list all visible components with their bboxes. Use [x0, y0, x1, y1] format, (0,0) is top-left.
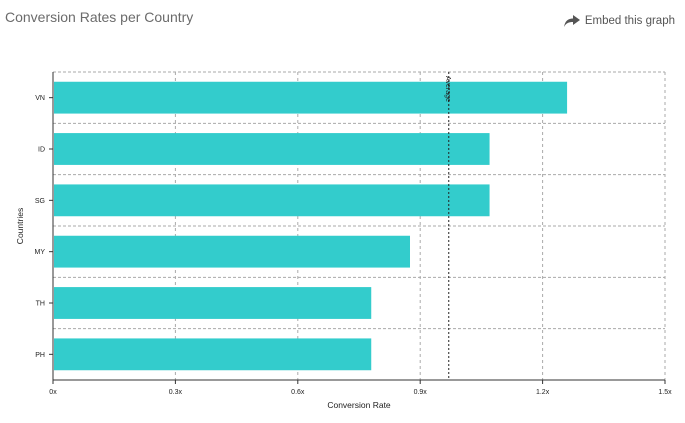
y-tick-label: TH — [36, 301, 45, 308]
bar-ph — [54, 338, 372, 371]
bar-my — [54, 235, 410, 268]
embed-graph-button[interactable]: Embed this graph — [563, 15, 675, 27]
x-tick-label: 1.5x — [658, 389, 672, 396]
bar-vn — [54, 81, 568, 114]
y-tick-label: VN — [35, 95, 45, 102]
average-label: Average — [444, 76, 451, 102]
bar-sg — [54, 184, 490, 217]
x-tick-label: 1.2x — [536, 389, 550, 396]
x-axis-label: Conversion Rate — [327, 400, 391, 410]
y-axis-label: Countries — [15, 208, 25, 244]
y-tick-label: MY — [35, 249, 46, 256]
x-tick-label: 0.3x — [169, 389, 183, 396]
y-tick-label: ID — [38, 147, 45, 154]
bar-id — [54, 133, 490, 165]
bar-th — [54, 287, 372, 319]
x-tick-label: 0.9x — [414, 389, 428, 396]
share-arrow-icon — [563, 15, 580, 27]
x-tick-label: 0x — [49, 389, 57, 396]
y-tick-label: SG — [35, 198, 45, 205]
embed-label: Embed this graph — [584, 15, 675, 27]
page-title: Conversion Rates per Country — [5, 9, 194, 25]
y-tick-label: PH — [35, 352, 45, 359]
x-tick-label: 0.6x — [291, 389, 305, 396]
